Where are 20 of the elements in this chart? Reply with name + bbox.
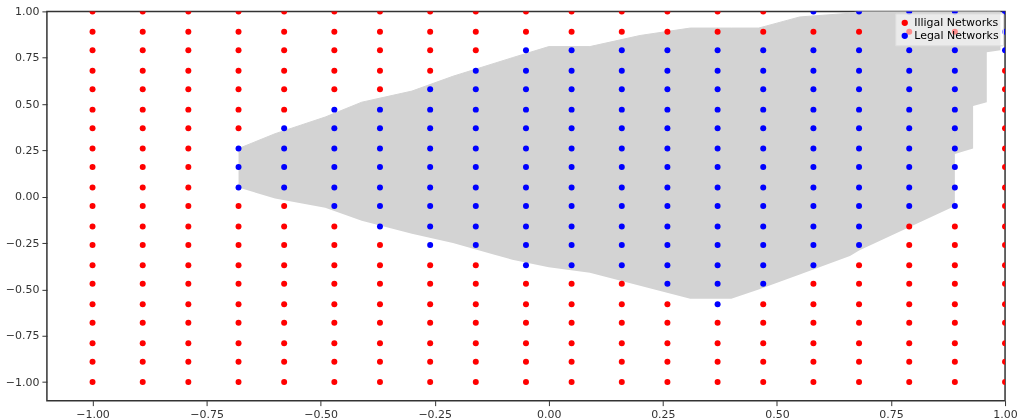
x-tick-label: −0.75: [190, 408, 224, 419]
x-tick-label: 0.25: [651, 408, 676, 419]
y-tick-label: 0.25: [14, 143, 40, 157]
y-tick-label: −1.00: [5, 375, 40, 389]
y-tick-label: 1.00: [14, 4, 40, 18]
y-tick-label: 0.75: [14, 51, 40, 65]
legend-label: Legal Networks: [914, 28, 999, 42]
y-tick-label: 0.50: [14, 97, 40, 111]
x-tick-label: 0.50: [765, 408, 790, 419]
y-tick-label: −0.25: [5, 236, 40, 250]
x-tick-label: 0.00: [537, 408, 562, 419]
x-tick-label: −1.00: [76, 408, 110, 419]
legend-label: Illigal Networks: [914, 15, 999, 29]
y-tick-label: −0.75: [5, 329, 40, 343]
x-tick-label: −0.50: [304, 408, 338, 419]
y-tick-label: −0.50: [5, 282, 40, 296]
y-tick-label: 0.00: [14, 190, 40, 204]
x-tick-label: 1.00: [993, 408, 1018, 419]
x-tick-label: −0.25: [418, 408, 453, 419]
x-tick-label: 0.75: [879, 408, 904, 419]
